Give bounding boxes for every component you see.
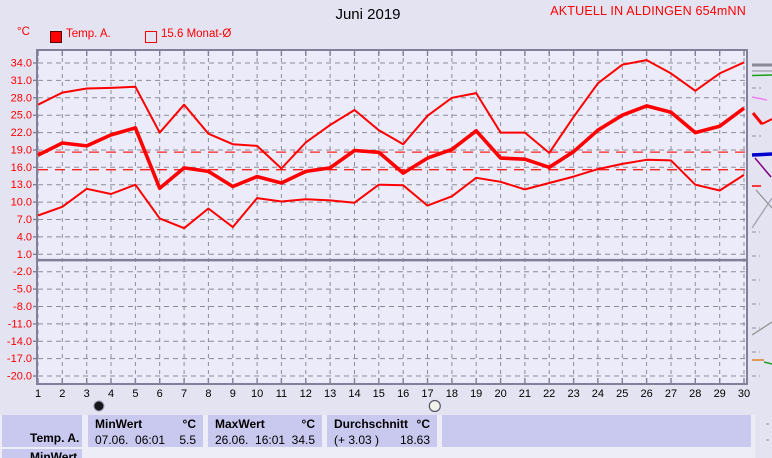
adjacent-panel-fragment: [751, 152, 772, 157]
x-axis-label: 17: [421, 388, 433, 400]
x-axis-label: 23: [567, 388, 579, 400]
x-axis-label: 10: [251, 388, 263, 400]
new-moon-icon: [93, 400, 105, 412]
minwert-header: MinWert: [95, 417, 143, 431]
x-axis-label: 13: [324, 388, 336, 400]
x-axis-label: 29: [714, 388, 726, 400]
minwert-unit: °C: [182, 417, 196, 431]
plot-frame: [36, 49, 748, 385]
x-axis-label: 5: [132, 388, 138, 400]
y-axis-label: -2.0: [13, 266, 32, 278]
adjacent-panel-fragment: [763, 361, 772, 365]
y-axis-label: 13.0: [11, 179, 32, 191]
adjacent-panel-fragment: [751, 112, 764, 125]
page-title: Juni 2019: [335, 6, 401, 23]
y-axis-label: 7.0: [17, 214, 32, 226]
y-axis-label: 16.0: [11, 162, 32, 174]
filler-cell: [442, 415, 751, 447]
y-axis-label: 25.0: [11, 110, 32, 122]
y-axis-label: 28.0: [11, 92, 32, 104]
mean-temp-line: [37, 104, 746, 190]
adjacent-panel-fragment: [755, 189, 772, 209]
x-axis-label: 21: [519, 388, 531, 400]
x-axis-label: 30: [738, 388, 750, 400]
sensor-name-cell: Temp. A.: [2, 415, 82, 447]
x-axis-label: 11: [276, 388, 287, 400]
plot-area: [37, 50, 747, 384]
minwert-datetime: 07.06. 06:01: [95, 433, 166, 447]
outlined-square-icon: [145, 31, 157, 43]
x-axis-label: 26: [640, 388, 652, 400]
min-temp-line: [37, 158, 745, 230]
minwert-cell: MinWert °C 07.06. 06:01 5.5: [88, 415, 203, 447]
durchschnitt-deviation: (+ 3.03 ): [334, 433, 380, 447]
filled-square-icon: [50, 31, 62, 43]
full-moon-icon: [428, 399, 441, 413]
durchschnitt-cell: Durchschnitt °C (+ 3.03 ) 18.63: [327, 415, 437, 447]
y-axis-label: 1.0: [17, 249, 32, 261]
x-axis-label: 3: [84, 388, 90, 400]
legend-series-temp-a: Temp. A.: [50, 27, 140, 43]
durchschnitt-value: 18.63: [399, 433, 430, 447]
x-axis-label: 9: [230, 388, 236, 400]
legend-label-temp-a: Temp. A.: [66, 28, 111, 40]
minwert-value: 5.5: [179, 433, 196, 447]
x-axis-label: 27: [665, 388, 677, 400]
legend-series-monthly-avg: 15.6 Monat-Ø: [145, 27, 255, 43]
x-axis-label: 24: [592, 388, 604, 400]
x-axis-label: 6: [157, 388, 163, 400]
adjacent-panel-fragment: [751, 197, 772, 229]
x-axis-label: 7: [181, 388, 187, 400]
adjacent-panel-fragment: [751, 74, 772, 77]
y-axis-label: -11.0: [8, 318, 32, 330]
y-axis-label: 22.0: [11, 127, 32, 139]
x-axis-label: 12: [300, 388, 312, 400]
maxwert-datetime: 26.06. 16:01: [215, 433, 286, 447]
adjacent-panel-fragment: [761, 118, 772, 125]
x-axis-label: 18: [446, 388, 458, 400]
maxwert-cell: MaxWert °C 26.06. 16:01 34.5: [208, 415, 322, 447]
y-axis-unit-label: °C: [17, 26, 30, 38]
maxwert-header: MaxWert: [215, 417, 265, 431]
x-axis-label: 1: [35, 388, 41, 400]
x-axis-label: 19: [470, 388, 482, 400]
x-axis-label: 28: [689, 388, 701, 400]
max-temp-line: [37, 59, 745, 170]
x-axis-label: 14: [348, 388, 360, 400]
y-axis-label: 10.0: [11, 197, 32, 209]
adjacent-panel-fragment: [751, 321, 772, 336]
y-axis-label: 34.0: [11, 58, 32, 70]
y-axis-label: -20.0: [7, 371, 32, 383]
x-axis-label: 22: [543, 388, 555, 400]
durchschnitt-header: Durchschnitt: [334, 417, 409, 431]
x-axis-label: 16: [397, 388, 409, 400]
adjacent-panel-fragment: [754, 157, 772, 178]
summary-table-row-2-clipped: MinWert: [2, 449, 82, 458]
x-axis-label: 8: [205, 388, 211, 400]
maxwert-unit: °C: [301, 417, 315, 431]
maxwert-value: 34.5: [291, 433, 315, 447]
y-axis-label: 19.0: [11, 144, 32, 156]
x-axis-label: 4: [108, 388, 114, 400]
x-axis-label: 15: [373, 388, 385, 400]
x-axis-label: 2: [59, 388, 65, 400]
adjacent-panel-fragment: [751, 96, 768, 101]
x-axis-label: 25: [616, 388, 628, 400]
summary-table: Temp. A. MinWert °C 07.06. 06:01 5.5 Max…: [0, 415, 755, 458]
legend-label-monthly-avg: 15.6 Monat-Ø: [161, 28, 232, 40]
durchschnitt-unit: °C: [416, 417, 430, 431]
y-axis-label: -5.0: [13, 284, 32, 296]
y-axis-label: -17.0: [7, 353, 32, 365]
y-axis-label: 4.0: [17, 231, 32, 243]
station-banner: AKTUELL IN ALDINGEN 654mNN: [550, 4, 746, 18]
x-axis-label: 20: [494, 388, 506, 400]
y-axis-label: -14.0: [7, 336, 32, 348]
y-axis-label: 31.0: [11, 75, 32, 87]
y-axis-label: -8.0: [13, 301, 32, 313]
